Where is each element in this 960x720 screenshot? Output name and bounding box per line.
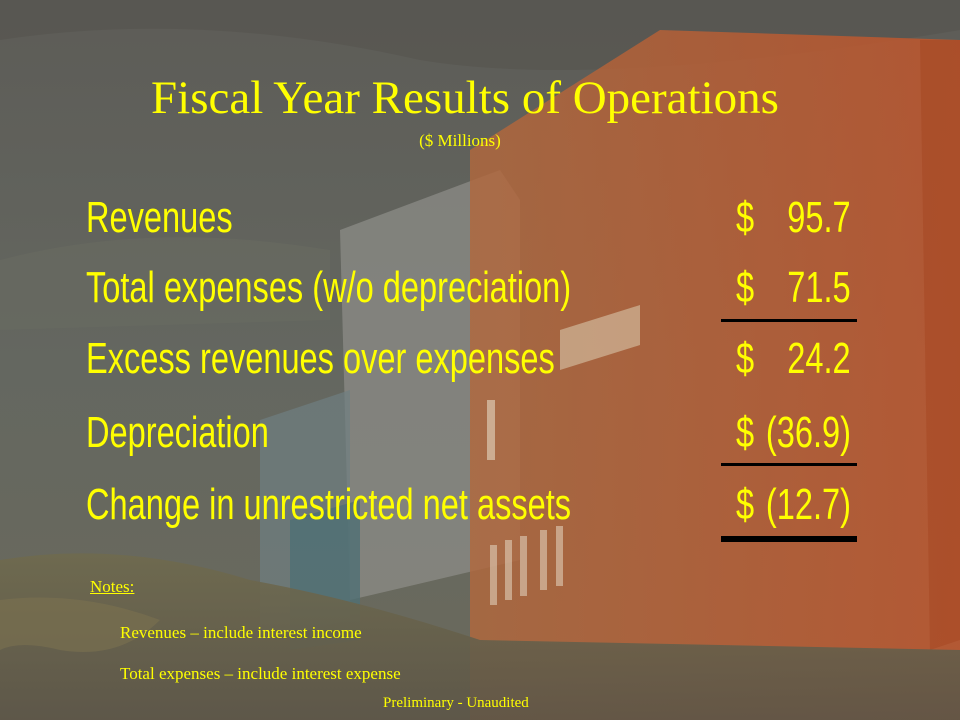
row-excess-revenues: Excess revenues over expenses $ 24.2 [86, 329, 866, 395]
row-label: Revenues [86, 193, 233, 242]
row-amount: 71.5 [787, 263, 851, 312]
currency-symbol: $ [736, 263, 755, 312]
row-amount: (12.7) [765, 480, 851, 529]
note-item: Total expenses – include interest expens… [120, 664, 401, 683]
final-total-rule [721, 536, 857, 542]
currency-symbol: $ [736, 480, 755, 529]
footer-disclaimer: Preliminary - Unaudited [383, 695, 529, 711]
row-amount: 95.7 [787, 193, 851, 242]
row-amount: 24.2 [787, 334, 851, 383]
currency-symbol: $ [736, 408, 755, 457]
note-item: Revenues – include interest income [120, 623, 362, 642]
row-revenues: Revenues $ 95.7 [86, 188, 866, 254]
total-rule [721, 463, 857, 466]
row-depreciation: Depreciation $ (36.9) [86, 403, 866, 469]
row-label: Depreciation [86, 408, 269, 457]
row-label: Excess revenues over expenses [86, 334, 555, 383]
slide-subtitle: ($ Millions) [419, 131, 501, 150]
currency-symbol: $ [736, 334, 755, 383]
row-label: Change in unrestricted net assets [86, 480, 572, 529]
row-amount: (36.9) [765, 408, 851, 457]
currency-symbol: $ [736, 193, 755, 242]
notes-heading: Notes: [90, 577, 135, 596]
row-change-net-assets: Change in unrestricted net assets $ (12.… [86, 475, 866, 541]
subtotal-rule [721, 319, 857, 322]
slide-title: Fiscal Year Results of Operations [151, 72, 779, 124]
row-label: Total expenses (w/o depreciation) [86, 263, 572, 312]
row-total-expenses: Total expenses (w/o depreciation) $ 71.5 [86, 258, 866, 324]
